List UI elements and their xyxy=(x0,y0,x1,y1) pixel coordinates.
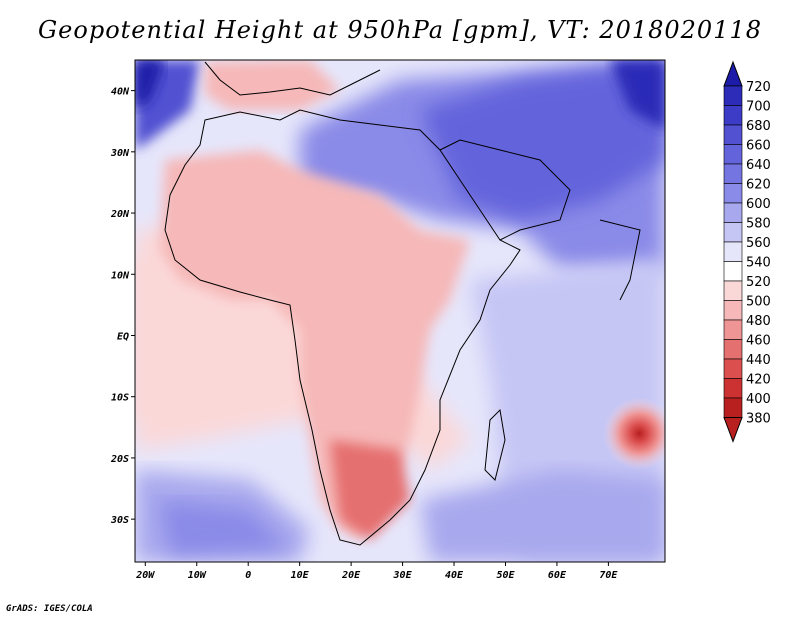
colorbar-label: 720 xyxy=(746,80,771,95)
colorbar-swatch xyxy=(723,339,743,360)
colorbar-swatch xyxy=(723,105,743,126)
colorbar-swatch xyxy=(723,163,743,184)
height-field xyxy=(135,60,665,562)
colorbar-label: 560 xyxy=(746,236,771,251)
colorbar-swatch xyxy=(723,222,743,243)
lat-tick-label: 20N xyxy=(110,209,130,220)
colorbar-label: 620 xyxy=(746,178,771,193)
latitude-axis: 40N 30N 20N 10N EQ 10S 20S 30S xyxy=(110,87,135,526)
colorbar-swatch xyxy=(723,241,743,262)
lon-tick-label: 30E xyxy=(393,570,413,581)
colorbar-label: 460 xyxy=(746,334,771,349)
colorbar-swatch xyxy=(723,183,743,204)
colorbar-label: 540 xyxy=(746,256,771,271)
colorbar-label: 420 xyxy=(746,373,771,388)
colorbar-label: 400 xyxy=(746,392,771,407)
colorbar-label: 680 xyxy=(746,119,771,134)
lat-tick-label: 10N xyxy=(111,270,130,281)
lon-tick-label: 20E xyxy=(341,570,361,581)
longitude-axis: 20W 10W 0 10E 20E 30E 40E 50E 60E 70E xyxy=(135,562,618,581)
colorbar-label: 700 xyxy=(746,100,771,115)
lat-tick-label: 30S xyxy=(110,515,129,526)
colorbar-swatch xyxy=(723,300,743,321)
colorbar-label: 480 xyxy=(746,314,771,329)
lat-tick-label: EQ xyxy=(117,331,129,342)
colorbar-swatch xyxy=(723,280,743,301)
colorbar-label: 660 xyxy=(746,139,771,154)
colorbar-label: 640 xyxy=(746,158,771,173)
lon-tick-label: 70E xyxy=(599,570,618,581)
colorbar-swatch xyxy=(723,358,743,379)
lon-tick-label: 10E xyxy=(291,570,310,581)
lat-tick-label: 20S xyxy=(110,454,129,465)
colorbar-label: 500 xyxy=(746,295,771,310)
colorbar-swatch xyxy=(723,397,743,418)
colorbar-swatch xyxy=(723,378,743,399)
lon-tick-label: 40E xyxy=(445,570,464,581)
colorbar-swatch xyxy=(723,144,743,165)
colorbar-label: 440 xyxy=(746,353,771,368)
colorbar-swatch xyxy=(723,261,743,282)
grads-credit: GrADS: IGES/COLA xyxy=(6,604,93,614)
colorbar-label: 600 xyxy=(746,197,771,212)
colorbar-label: 580 xyxy=(746,217,771,232)
lat-tick-label: 40N xyxy=(111,87,130,98)
colorbar-label: 520 xyxy=(746,275,771,290)
lon-tick-label: 20W xyxy=(135,570,155,581)
colorbar: 720 700 680 660 640 620 600 580 560 540 520 500 480 4… xyxy=(723,60,771,443)
map-title: Geopotential Height at 950hPa [gpm], VT:… xyxy=(38,16,762,44)
colorbar-bottom-arrow xyxy=(723,417,743,443)
colorbar-swatch xyxy=(723,319,743,340)
colorbar-swatch xyxy=(723,202,743,223)
colorbar-label: 380 xyxy=(746,412,771,427)
coastlines xyxy=(164,61,641,546)
lat-tick-label: 30N xyxy=(110,148,130,159)
lon-tick-label: 60E xyxy=(548,570,567,581)
colorbar-top-arrow xyxy=(723,60,743,87)
colorbar-swatch xyxy=(723,85,743,106)
colorbar-swatch xyxy=(723,124,743,145)
map-frame xyxy=(134,59,666,563)
lon-tick-label: 0 xyxy=(245,570,251,581)
lat-tick-label: 10S xyxy=(111,393,129,404)
lon-tick-label: 50E xyxy=(496,570,515,581)
low-pressure-center xyxy=(603,397,665,470)
lon-tick-label: 10W xyxy=(188,570,207,581)
